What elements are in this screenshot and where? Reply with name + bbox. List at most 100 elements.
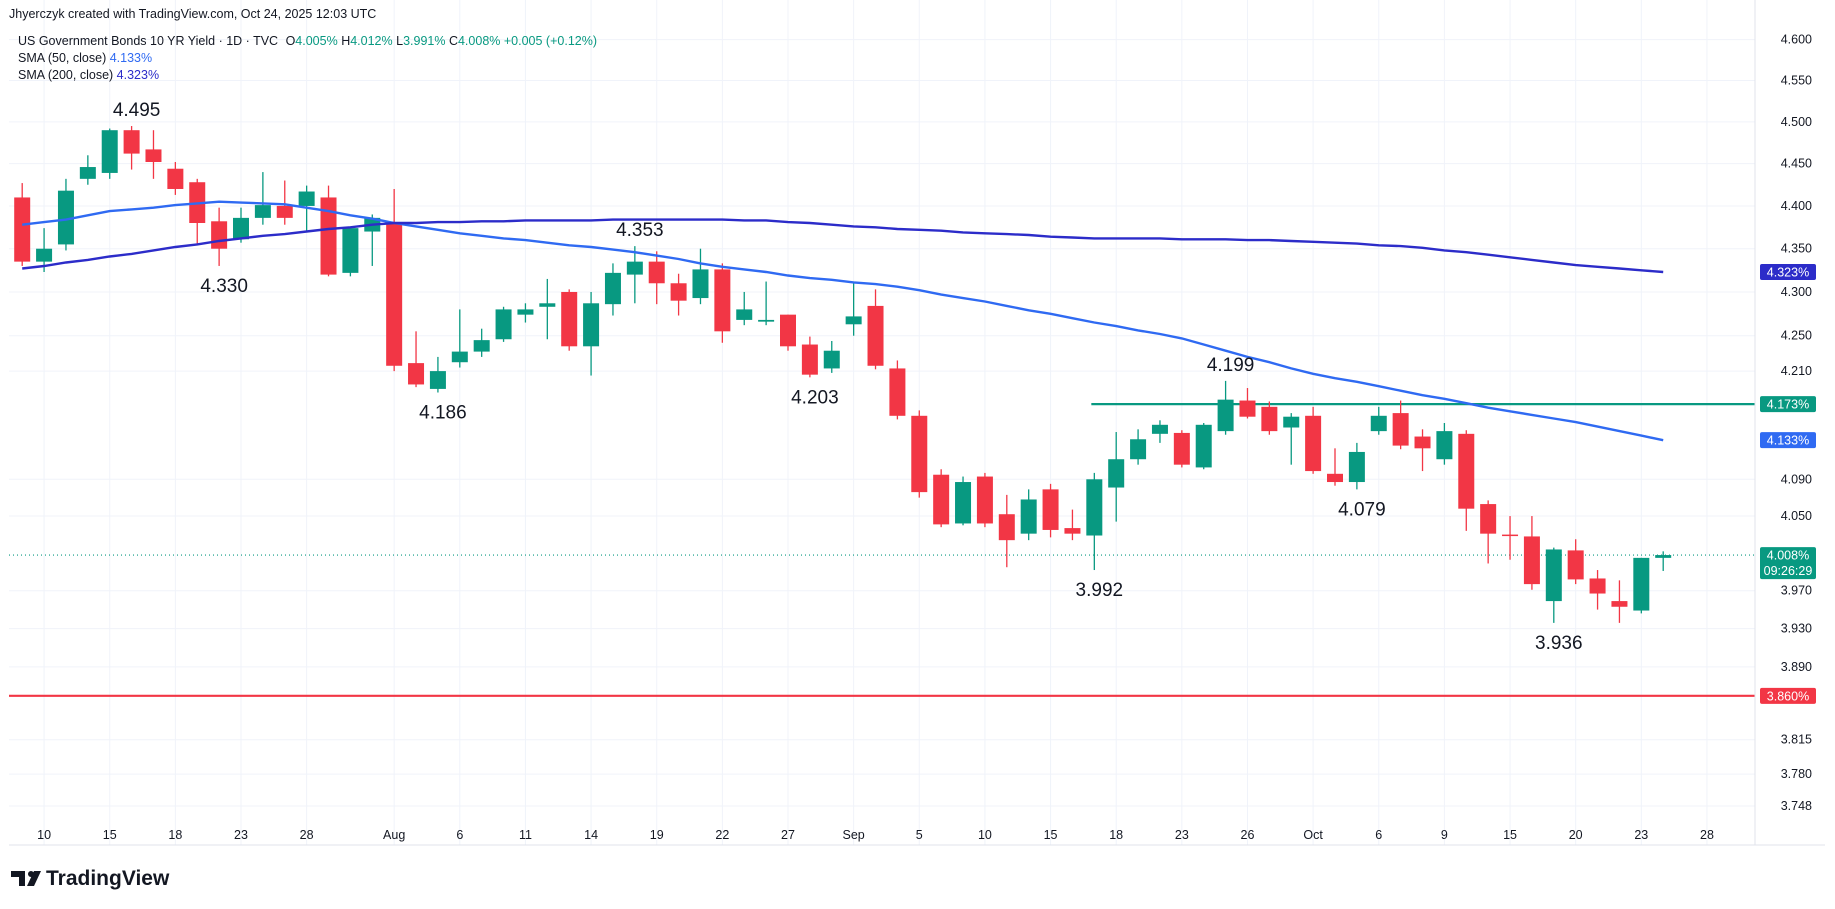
y-tick-label: 3.890 [1781, 660, 1812, 674]
plot: 4.495 4.330 4.186 4.353 4.203 3.992 4.199 4.079… [9, 100, 1755, 697]
y-tick-label: 4.090 [1781, 472, 1812, 486]
x-tick-label: 15 [103, 828, 117, 842]
sma-line [22, 218, 1664, 274]
price-annotation: 4.203 [791, 387, 839, 408]
candle-body [386, 222, 403, 366]
x-tick-label: 23 [1175, 828, 1189, 842]
candle-body [1239, 400, 1256, 417]
series-price-label-bg [1760, 432, 1816, 449]
legend-title: US Government Bonds 10 YR Yield · 1D · T… [18, 34, 597, 48]
candle-body [1305, 415, 1322, 472]
y-tick-label: 4.500 [1781, 115, 1812, 129]
y-tick-label: 4.250 [1781, 329, 1812, 343]
legend-name: SMA (50, close) [18, 51, 106, 65]
candle-body [889, 368, 906, 416]
candle-body [1327, 473, 1343, 483]
candle-body [692, 269, 709, 299]
candle-body [583, 303, 600, 347]
candle-body [1436, 431, 1453, 460]
price-annotation: 4.330 [200, 276, 248, 297]
y-tick-label: 3.970 [1781, 584, 1812, 598]
candle-body [561, 291, 578, 347]
candle-body [758, 319, 775, 322]
candle-body [1173, 432, 1190, 465]
y-tick-label: 3.815 [1781, 733, 1812, 747]
candle-body [780, 314, 796, 347]
legend-name: SMA (200, close) [18, 68, 113, 82]
candle-body [823, 350, 840, 369]
candle-body [298, 191, 315, 206]
candle-body [1042, 489, 1059, 530]
legend-sma: SMA (50, close) 4.133% [18, 51, 152, 65]
logo: TradingView [11, 867, 170, 890]
x-tick-label: 26 [1241, 828, 1255, 842]
symbol-title: US Government Bonds 10 YR Yield · 1D · T… [18, 34, 278, 48]
y-tick-label: 3.748 [1781, 799, 1812, 813]
price-annotation: 3.936 [1535, 633, 1583, 654]
candle-body [101, 130, 118, 173]
price-annotation: 4.079 [1338, 499, 1386, 520]
x-tick-label: 10 [37, 828, 51, 842]
legend-value: 4.323% [117, 68, 159, 82]
candle-body [1151, 424, 1168, 434]
candle-body [998, 514, 1015, 541]
candle-body [57, 190, 74, 245]
candle-body [36, 248, 53, 262]
candle-body [1655, 555, 1672, 558]
legend-sma: SMA (200, close) 4.323% [18, 68, 159, 82]
y-tick-label: 4.350 [1781, 242, 1812, 256]
y-tick-label: 4.210 [1781, 364, 1812, 378]
x-tick-label: 23 [1634, 828, 1648, 842]
candle-body [736, 309, 753, 320]
candle-body [1020, 499, 1037, 534]
candle-body [1348, 451, 1365, 483]
candle-body [1086, 479, 1103, 536]
candle-body [276, 205, 293, 218]
x-tick-label: 6 [1375, 828, 1382, 842]
x-tick-label: Oct [1303, 828, 1323, 842]
candle-body [1108, 459, 1125, 488]
candle-body [955, 482, 972, 524]
y-tick-label: 3.780 [1781, 767, 1812, 781]
ohlc-value: 4.008% [458, 34, 500, 48]
last-price-label: 4.008% [1767, 549, 1809, 563]
candle-body [976, 476, 993, 524]
candle-body [211, 221, 228, 249]
series-price-label-bg [1760, 264, 1816, 281]
x-tick-label: Aug [383, 828, 405, 842]
candle-body [933, 474, 950, 525]
candle-body [604, 272, 621, 305]
candle-body [167, 168, 184, 189]
candle-body [429, 371, 446, 389]
y-tick-label: 4.050 [1781, 509, 1812, 523]
candle-body [451, 351, 468, 363]
level-price-label-bg [1760, 396, 1816, 413]
x-tick-label: 19 [650, 828, 664, 842]
ohlc-value: 4.012% [350, 34, 392, 48]
candle-body [1523, 536, 1540, 585]
legend-value: 4.133% [110, 51, 152, 65]
level-price-label-bg [1760, 687, 1816, 704]
candle-body [801, 344, 818, 375]
x-tick-label: 11 [519, 828, 532, 842]
x-tick-label: 9 [1441, 828, 1448, 842]
x-tick-label: 15 [1503, 828, 1517, 842]
logo-icon [28, 871, 34, 877]
candle-body [254, 205, 271, 218]
x-tick-label: 18 [1109, 828, 1123, 842]
ohlc-key: L [396, 34, 403, 48]
x-tick-label: 5 [916, 828, 923, 842]
level-price-label: 4.173% [1767, 398, 1809, 412]
x-tick-label: 18 [168, 828, 182, 842]
attribution: Jhyerczyk created with TradingView.com, … [9, 7, 376, 21]
candle-body [1217, 399, 1234, 432]
candle-body [845, 316, 862, 325]
countdown: 09:26:29 [1764, 564, 1813, 578]
ohlc-key: O [286, 34, 296, 48]
y-tick-label: 4.450 [1781, 157, 1812, 171]
x-tick-label: 10 [978, 828, 992, 842]
candle-body [1589, 578, 1606, 594]
price-annotation: 4.186 [419, 402, 467, 423]
y-tick-label: 3.930 [1781, 622, 1812, 636]
y-tick-label: 4.550 [1781, 74, 1812, 88]
